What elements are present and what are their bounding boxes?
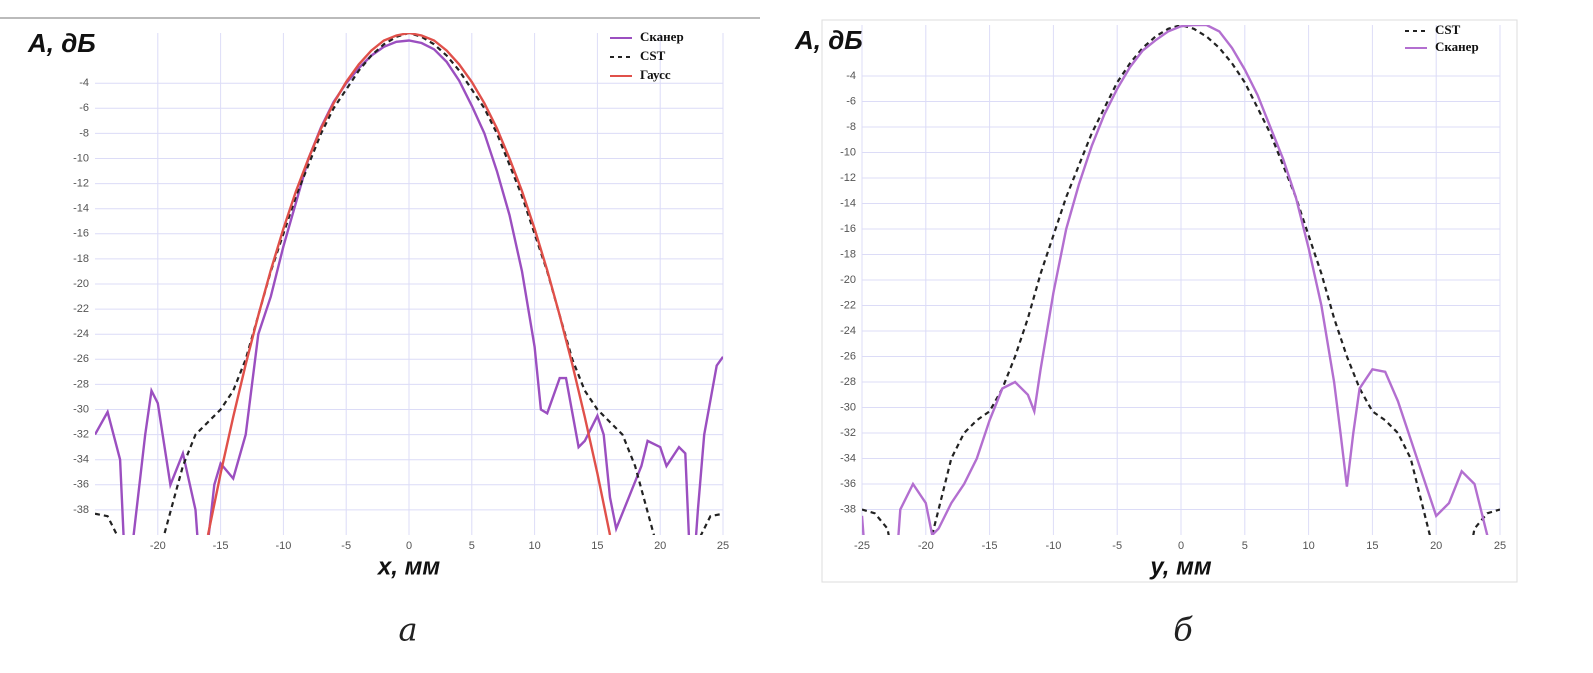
x-tick-label: 5 [1242, 540, 1248, 552]
y-tick-label: -38 [73, 504, 89, 516]
caption: б [1173, 611, 1193, 649]
y-tick-label: -16 [840, 223, 856, 235]
y-tick-label: -30 [73, 403, 89, 415]
y-tick-label: -34 [73, 454, 89, 466]
y-tick-label: -28 [73, 378, 89, 390]
y-tick-label: -36 [73, 479, 89, 491]
y-tick-label: -30 [840, 401, 856, 413]
x-tick-label: 5 [469, 540, 475, 552]
y-tick-label: -32 [840, 427, 856, 439]
y-tick-label: -8 [846, 121, 856, 133]
series-line [206, 33, 612, 535]
y-tick-label: -10 [73, 152, 89, 164]
y-tick-label: -20 [840, 274, 856, 286]
y-tick-label: -32 [73, 429, 89, 441]
y-tick-label: -20 [73, 278, 89, 290]
y-tick-label: -26 [73, 353, 89, 365]
x-tick-label: 0 [1178, 540, 1184, 552]
x-tick-label: 10 [1302, 540, 1314, 552]
x-tick-label: -5 [341, 540, 351, 552]
x-tick-label: -20 [918, 540, 934, 552]
legend-label: Сканер [640, 29, 684, 44]
y-axis-title: A, дБ [27, 28, 96, 58]
series-line [862, 25, 1489, 535]
x-tick-label: -20 [150, 540, 166, 552]
legend-label: Сканер [1435, 39, 1479, 54]
x-axis-title: x, мм [376, 553, 440, 580]
y-tick-label: -4 [79, 77, 89, 89]
y-tick-label: -38 [840, 503, 856, 515]
y-tick-label: -6 [79, 102, 89, 114]
series-line [95, 39, 723, 535]
y-tick-label: -6 [846, 95, 856, 107]
y-tick-label: -4 [846, 70, 856, 82]
legend-label: CST [1435, 22, 1461, 37]
x-axis-title: y, мм [1149, 553, 1212, 580]
y-tick-label: -14 [840, 197, 856, 209]
x-tick-label: -5 [1112, 540, 1122, 552]
y-tick-label: -24 [840, 325, 856, 337]
y-tick-label: -22 [840, 299, 856, 311]
x-tick-label: -15 [213, 540, 229, 552]
legend-label: Гаусс [640, 67, 671, 82]
y-tick-label: -18 [840, 248, 856, 260]
x-tick-label: 0 [406, 540, 412, 552]
series-line [95, 33, 723, 535]
x-tick-label: -15 [982, 540, 998, 552]
x-tick-label: -10 [275, 540, 291, 552]
y-axis-title: A, дБ [794, 25, 863, 55]
y-tick-label: -24 [73, 328, 89, 340]
y-tick-label: -36 [840, 478, 856, 490]
y-tick-label: -14 [73, 203, 89, 215]
legend-label: CST [640, 48, 666, 63]
x-tick-label: 20 [654, 540, 666, 552]
y-tick-label: -10 [840, 146, 856, 158]
y-tick-label: -26 [840, 350, 856, 362]
y-tick-label: -28 [840, 376, 856, 388]
y-tick-label: -16 [73, 228, 89, 240]
x-tick-label: 10 [528, 540, 540, 552]
y-tick-label: -12 [840, 172, 856, 184]
y-tick-label: -22 [73, 303, 89, 315]
x-tick-label: 25 [717, 540, 729, 552]
x-tick-label: -25 [854, 540, 870, 552]
x-tick-label: 25 [1494, 540, 1506, 552]
x-tick-label: 20 [1430, 540, 1442, 552]
y-tick-label: -12 [73, 178, 89, 190]
caption: а [398, 611, 417, 649]
x-tick-label: 15 [591, 540, 603, 552]
y-tick-label: -8 [79, 127, 89, 139]
y-tick-label: -18 [73, 253, 89, 265]
frame [821, 19, 1518, 583]
x-tick-label: 15 [1366, 540, 1378, 552]
x-tick-label: -10 [1045, 540, 1061, 552]
y-tick-label: -34 [840, 452, 856, 464]
